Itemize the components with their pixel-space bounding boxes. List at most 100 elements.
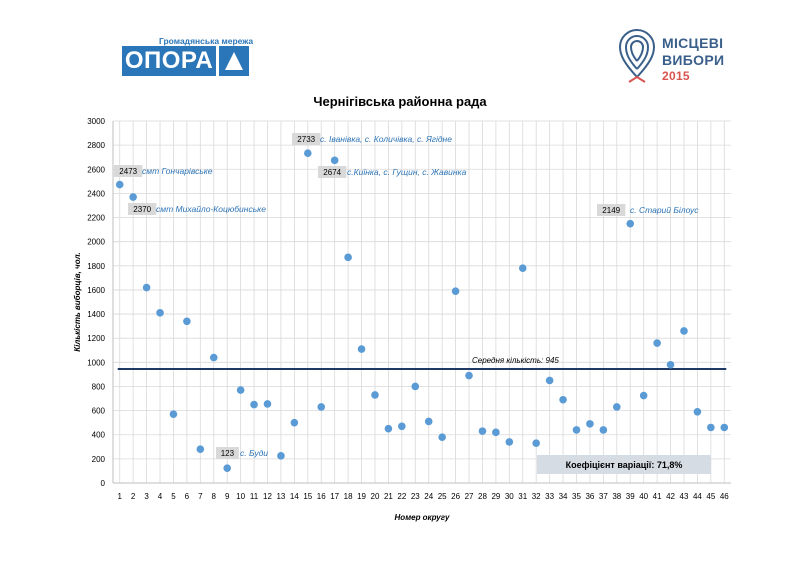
data-point [707,423,715,432]
fingerprint-pin-icon [618,29,656,83]
x-tick-label: 16 [317,492,326,501]
y-axis-label: Кількість виборців, чол. [73,252,82,352]
y-tick-label: 0 [101,479,106,488]
y-tick-label: 1000 [87,358,105,367]
y-tick-label: 600 [92,407,106,416]
data-point [478,427,487,435]
x-tick-label: 41 [653,492,662,501]
data-point [384,424,393,433]
data-point [586,420,594,428]
x-tick-label: 37 [599,492,608,501]
opora-logo-name: ОПОРА [124,47,214,74]
data-point [505,438,514,446]
x-tick-label: 5 [171,492,176,501]
data-point [115,180,124,189]
x-tick-label: 19 [357,492,366,501]
data-point [680,327,688,335]
variation-box [537,455,711,474]
x-tick-label: 39 [626,492,635,501]
data-point [398,422,406,431]
x-tick-label: 28 [478,492,487,501]
x-tick-label: 45 [706,492,715,501]
x-tick-label: 43 [680,492,689,501]
opora-logo-caption: Громадянська мережа [159,36,254,46]
data-point [223,464,231,472]
x-tick-label: 31 [518,492,527,501]
data-point [545,376,554,385]
data-point [344,253,352,262]
data-point [236,386,245,394]
x-tick-label: 25 [438,492,447,501]
data-point [666,360,675,369]
mean-label: Середня кількість: 945 [472,356,559,365]
data-point [653,339,661,347]
data-point [183,317,191,326]
data-point [357,345,366,353]
x-tick-label: 35 [572,492,581,501]
x-tick-label: 29 [491,492,500,501]
value-label-box [128,203,157,215]
x-tick-label: 34 [559,492,568,501]
x-tick-label: 1 [117,492,122,501]
x-tick-label: 2 [131,492,136,501]
y-tick-label: 1200 [87,334,105,343]
x-tick-label: 21 [384,492,393,501]
data-point [693,408,702,416]
value-label-box [318,166,347,178]
x-tick-label: 36 [585,492,594,501]
x-axis-label: Номер округу [395,513,450,522]
x-tick-label: 23 [411,492,420,501]
opora-logo-wordmark: ОПОРА [122,46,216,76]
data-point [559,395,567,404]
data-point [572,426,581,434]
data-point [613,403,621,411]
data-point [639,391,648,400]
value-label-box [597,204,626,216]
x-tick-label: 10 [236,492,245,501]
y-tick-label: 200 [92,455,106,464]
x-tick-label: 24 [424,492,433,501]
logo-year: 2015 [662,69,690,83]
value-label-box [216,447,239,459]
x-tick-label: 33 [545,492,554,501]
y-tick-label: 800 [92,382,106,391]
logo-line1: МІСЦЕВІ [662,35,724,51]
data-point [317,403,326,411]
x-tick-label: 32 [532,492,541,501]
x-tick-label: 40 [639,492,648,501]
x-tick-label: 38 [612,492,621,501]
x-tick-label: 44 [693,492,702,501]
value-label: 2473 [119,167,137,176]
data-point [129,193,137,201]
x-tick-label: 46 [720,492,729,501]
y-tick-label: 400 [92,431,106,440]
point-annotation: смт Михайло-Коцюбинське [156,204,266,214]
x-tick-label: 13 [276,492,285,501]
data-point [626,219,635,228]
value-label: 2674 [323,168,341,177]
y-tick-label: 1400 [87,310,105,319]
value-label-box [292,133,321,145]
value-label: 2733 [297,135,315,144]
data-point [492,428,500,437]
x-tick-label: 3 [144,492,149,501]
data-point [411,382,420,391]
logo-line2: ВИБОРИ [662,52,725,68]
point-annotation: с. Старий Білоус [630,205,699,215]
data-point [196,445,205,454]
data-point [156,309,164,317]
data-point [290,418,299,427]
y-tick-label: 2200 [87,214,105,223]
data-point [304,149,312,158]
data-point [330,156,339,165]
x-tick-label: 15 [303,492,312,501]
x-tick-label: 26 [451,492,460,501]
x-tick-label: 30 [505,492,514,501]
variation-label: Коефіцієнт варіації: 71,8% [566,460,683,470]
point-annotation: с. Буди [240,448,268,458]
chart-title: Чернігівська районна рада [313,94,487,109]
x-tick-label: 27 [465,492,474,501]
x-tick-label: 42 [666,492,675,501]
point-annotation: смт Гончарівське [142,166,213,176]
data-point [438,433,446,441]
